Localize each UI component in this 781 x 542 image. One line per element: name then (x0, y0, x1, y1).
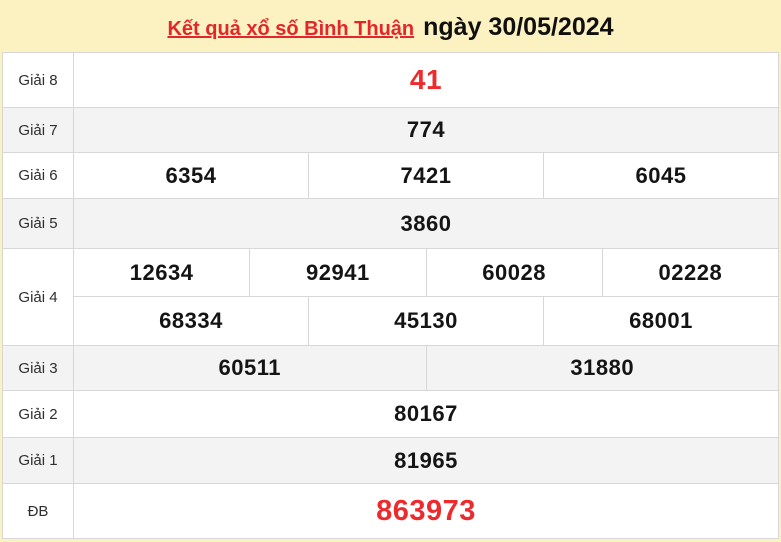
prize-label-db: ĐB (2, 483, 74, 539)
table-row-giai-1: Giải 1 81965 (2, 437, 779, 484)
prize-cell-giai-3-1: 60511 (73, 345, 427, 391)
prize-cell-db: 863973 (73, 483, 779, 539)
prize-cell-giai-4-7: 68001 (543, 296, 779, 346)
prize-cell-giai-4-1: 12634 (72, 248, 251, 297)
table-row-giai-6: Giải 6 6354 7421 6045 (2, 152, 779, 199)
table-row-giai-7: Giải 7 774 (2, 107, 779, 153)
prize-cell-giai-2: 80167 (73, 390, 779, 438)
prize-cell-giai-5: 3860 (73, 198, 779, 249)
prize-label-giai-1: Giải 1 (2, 437, 74, 484)
prize-cell-giai-4-5: 68334 (73, 296, 309, 346)
table-row-giai-4-line-1: Giải 4 12634 92941 60028 02228 (2, 248, 780, 346)
prize-cell-giai-4-3: 60028 (425, 248, 603, 297)
page-header: Kết quả xổ số Bình Thuận ngày 30/05/2024 (0, 0, 781, 52)
prize-label-giai-5: Giải 5 (2, 198, 74, 249)
draw-date: ngày 30/05/2024 (423, 13, 614, 41)
table-row-giai-4-line-2: 68334 45130 68001 (3, 296, 779, 346)
table-row-db: ĐB 863973 (2, 483, 779, 539)
table-row-giai-3: Giải 3 60511 31880 (2, 345, 779, 391)
prize-cell-giai-6-3: 6045 (543, 152, 779, 199)
prize-cell-giai-3-2: 31880 (425, 345, 779, 391)
prize-cell-giai-8: 41 (73, 52, 779, 108)
prize-label-giai-6: Giải 6 (2, 152, 74, 199)
prize-cell-giai-4-6: 45130 (308, 296, 544, 346)
prize-cell-giai-1: 81965 (73, 437, 779, 484)
prize-label-giai-8: Giải 8 (2, 52, 74, 108)
prize-cell-giai-4-4: 02228 (601, 248, 780, 297)
prize-cell-giai-7: 774 (73, 107, 779, 153)
prize-label-giai-4: Giải 4 (2, 248, 74, 346)
lottery-title-link[interactable]: Kết quả xổ số Bình Thuận (167, 18, 415, 40)
prize-cell-giai-4-2: 92941 (249, 248, 427, 297)
prize-cell-giai-6-2: 7421 (308, 152, 544, 199)
table-row-giai-5: Giải 5 3860 (2, 198, 779, 249)
prize-label-giai-3: Giải 3 (2, 345, 74, 391)
table-row-giai-2: Giải 2 80167 (2, 390, 779, 438)
prize-cell-giai-6-1: 6354 (73, 152, 309, 199)
table-row-giai-8: Giải 8 41 (2, 52, 779, 108)
results-table: Giải 8 41 Giải 7 774 Giải 6 6354 7421 60… (2, 52, 780, 539)
prize-label-giai-7: Giải 7 (2, 107, 74, 153)
prize-label-giai-2: Giải 2 (2, 390, 74, 438)
